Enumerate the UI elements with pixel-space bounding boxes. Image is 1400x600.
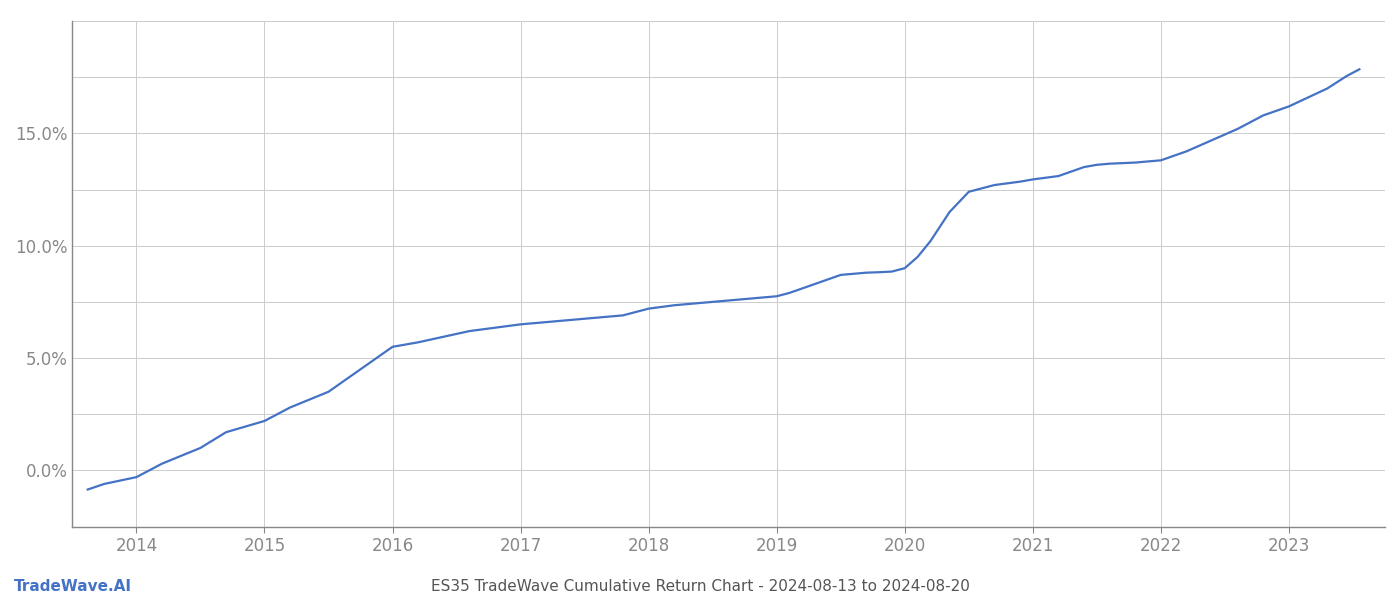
Text: TradeWave.AI: TradeWave.AI — [14, 579, 132, 594]
Text: ES35 TradeWave Cumulative Return Chart - 2024-08-13 to 2024-08-20: ES35 TradeWave Cumulative Return Chart -… — [431, 579, 969, 594]
